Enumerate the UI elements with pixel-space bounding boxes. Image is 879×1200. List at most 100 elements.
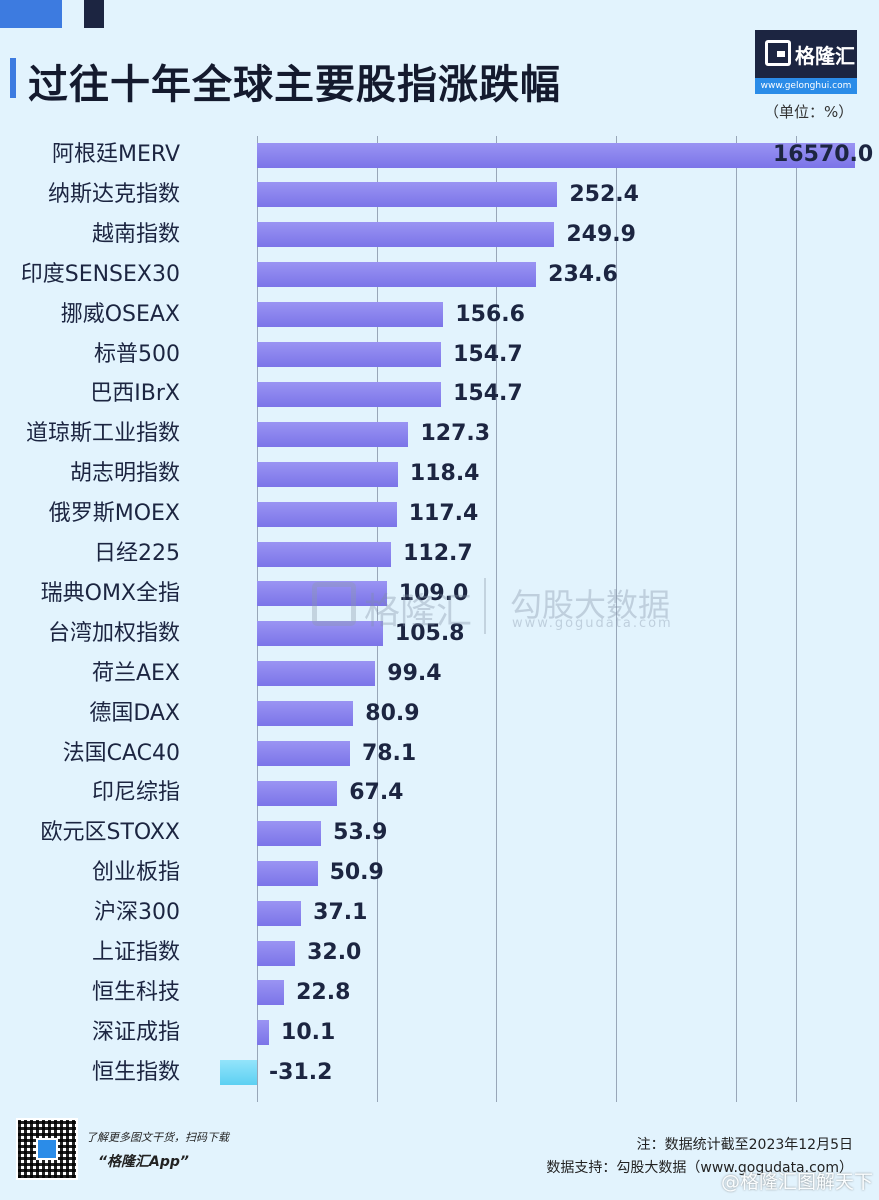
category-label: 恒生科技: [91, 979, 180, 1005]
header-accent-dark: [84, 0, 104, 28]
grid-line-5: [736, 136, 737, 1102]
value-label: -31.2: [269, 1059, 333, 1085]
bar: [257, 461, 398, 487]
value-label: 16570.0: [773, 142, 874, 167]
footnote: 注：数据统计截至2023年12月5日: [636, 1137, 853, 1153]
category-label: 印度SENSEX30: [20, 261, 180, 287]
category-label: 深证成指: [91, 1019, 180, 1045]
category-label: 标普500: [94, 341, 180, 367]
value-label: 112.7: [403, 541, 473, 566]
category-label: 瑞典OMX全指: [40, 580, 180, 606]
category-label: 俄罗斯MOEX: [48, 501, 180, 527]
grid-line-2: [377, 136, 378, 1102]
category-label: 创业板指: [91, 860, 180, 886]
unit-label: （单位：%）: [764, 103, 854, 121]
bar: [257, 262, 537, 288]
category-label: 荷兰AEX: [91, 660, 180, 686]
category-label: 法国CAC40: [62, 740, 180, 766]
bar: [257, 900, 302, 926]
category-label: 巴西IBrX: [90, 381, 180, 407]
bar: [257, 342, 442, 367]
grid-line-1: [257, 136, 258, 1102]
value-label: 109.0: [398, 580, 469, 606]
bar: [257, 541, 392, 567]
value-label: 249.9: [566, 221, 636, 247]
category-label: 道琼斯工业指数: [25, 421, 180, 447]
value-label: 37.1: [313, 900, 368, 926]
qr-logo-icon: [36, 1138, 58, 1160]
logo-text: 格隆汇: [795, 44, 855, 68]
category-label: 胡志明指数: [69, 461, 180, 487]
bar: [257, 421, 409, 447]
bar: [257, 222, 555, 248]
bar: [257, 142, 855, 168]
logo-url: www.gelonghui.com: [755, 78, 857, 94]
category-label: 欧元区STOXX: [40, 820, 180, 846]
header-accent-block: [0, 0, 62, 28]
watermark-divider: [484, 578, 486, 634]
bar: [257, 820, 322, 846]
bar: [257, 302, 444, 328]
value-label: 156.6: [455, 301, 525, 327]
value-label: 53.9: [333, 820, 388, 846]
bar: [257, 581, 387, 607]
bar: [257, 621, 383, 647]
category-label: 纳斯达克指数: [47, 181, 180, 207]
data-source: 数据支持：勾股大数据（www.gogudata.com）: [546, 1160, 853, 1176]
value-label: 234.6: [548, 261, 618, 287]
bar: [257, 860, 318, 886]
bar: [257, 980, 285, 1006]
grid-line-4: [616, 136, 617, 1102]
value-label: 127.3: [420, 421, 491, 447]
value-label: 22.8: [296, 979, 351, 1005]
category-label: 沪深300: [94, 900, 180, 926]
bar: [257, 661, 376, 687]
logo-icon: [765, 40, 791, 66]
bar: [219, 1060, 257, 1086]
bar: [257, 381, 442, 407]
weibo-watermark: @格隆汇图解天下: [720, 1171, 873, 1193]
value-label: 67.4: [349, 780, 404, 806]
value-label: 32.0: [307, 940, 362, 965]
bar: [257, 940, 296, 966]
watermark-brand: 格隆汇: [364, 591, 473, 632]
qr-caption: 了解更多图文干货，扫码下载: [86, 1131, 229, 1144]
category-label: 上证指数: [91, 940, 180, 965]
category-label: 越南指数: [91, 221, 180, 247]
watermark-logo-icon: [312, 582, 356, 626]
grid-line-6: [796, 136, 797, 1102]
value-label: 117.4: [408, 501, 479, 527]
value-label: 252.4: [569, 181, 639, 207]
value-label: 105.8: [394, 620, 465, 646]
bar: [257, 701, 354, 727]
value-label: 78.1: [361, 740, 417, 766]
bar: [257, 182, 558, 208]
bar: [257, 501, 397, 527]
value-label: 118.4: [409, 461, 480, 487]
bar-chart: 阿根廷MERV 16570.0 纳斯达克指数 252.4 越南指数 249.9 印度SENS…: [20, 136, 874, 1102]
value-label: 10.1: [281, 1019, 336, 1045]
value-label: 154.7: [453, 381, 523, 407]
category-label: 恒生指数: [91, 1059, 180, 1085]
category-label: 挪威OSEAX: [60, 301, 180, 327]
category-label: 印尼综指: [91, 780, 180, 806]
category-label: 德国DAX: [89, 700, 180, 726]
chart-title: 过往十年全球主要股指涨跌幅: [28, 62, 561, 108]
watermark-partner: 勾股大数据: [510, 586, 671, 624]
watermark-url: www.gogudata.com: [512, 616, 673, 631]
value-label: 99.4: [387, 660, 442, 686]
watermark: 格隆汇 勾股大数据 www.gogudata.com: [312, 578, 692, 634]
value-label: 50.9: [329, 860, 384, 886]
gelonghui-logo: 格隆汇 www.gelonghui.com: [755, 30, 857, 94]
grid-line-3: [496, 136, 497, 1102]
bar: [257, 780, 338, 806]
category-label: 日经225: [94, 541, 180, 566]
value-label: 154.7: [453, 341, 523, 367]
bar: [257, 741, 350, 766]
bar: [257, 1020, 270, 1046]
value-label: 80.9: [365, 700, 420, 726]
category-label: 台湾加权指数: [47, 620, 180, 646]
category-label: 阿根廷MERV: [51, 142, 180, 167]
app-name: “格隆汇App”: [98, 1154, 189, 1170]
title-accent-bar: [10, 58, 16, 98]
